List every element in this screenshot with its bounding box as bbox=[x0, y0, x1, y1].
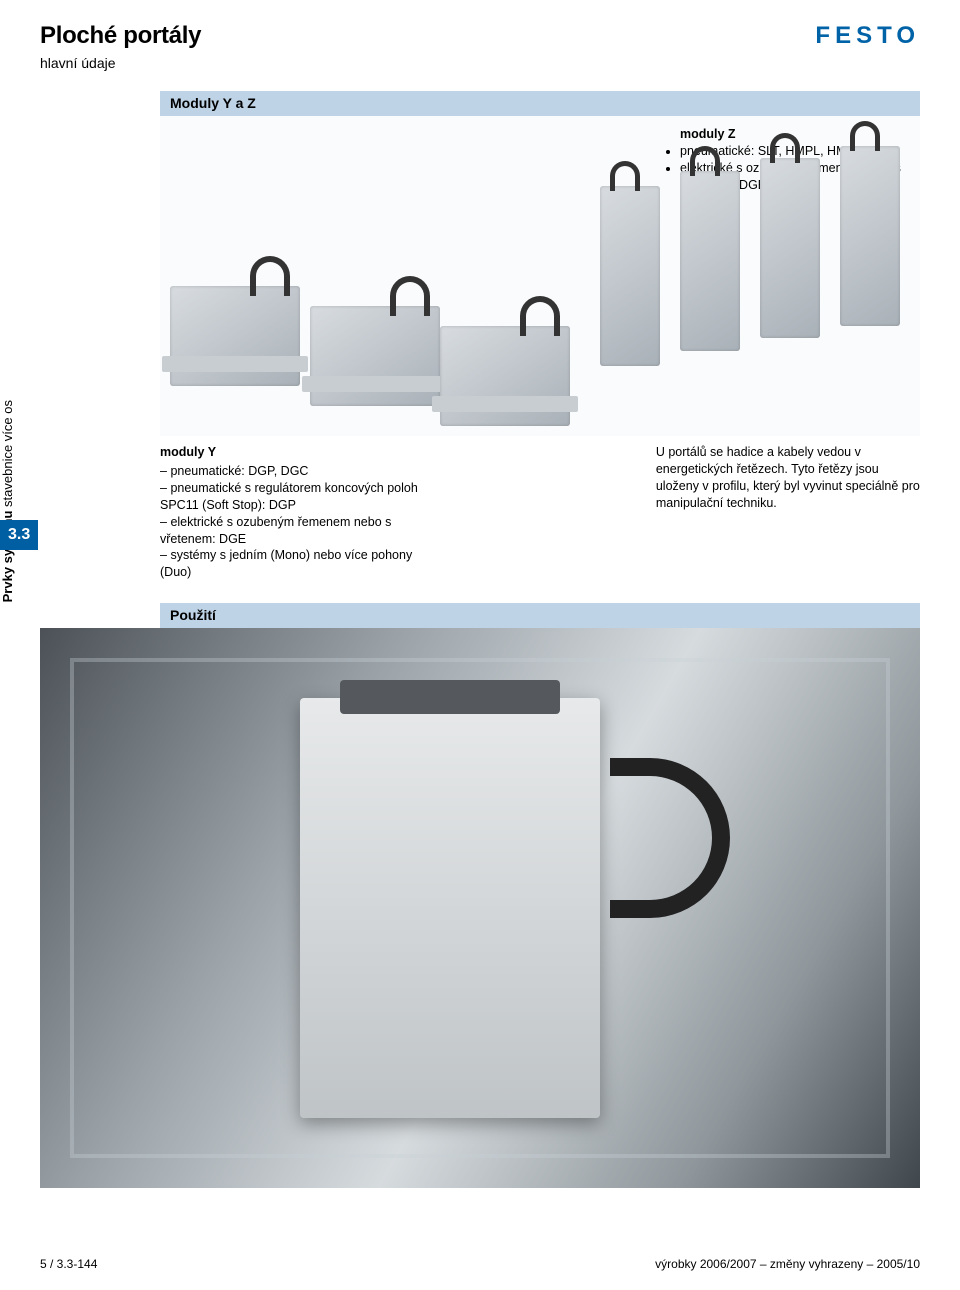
figure-modules: moduly Z pneumatické: SLT, HMPL, HMP ele… bbox=[160, 116, 920, 436]
module-thumb bbox=[600, 186, 660, 366]
module-thumb bbox=[680, 171, 740, 351]
brand-logo: FESTO bbox=[815, 20, 920, 52]
y-item: elektrické s ozubeným řemenem nebo s vře… bbox=[160, 514, 424, 548]
y-item: pneumatické s regulátorem koncových polo… bbox=[160, 480, 424, 514]
note-text: U portálů se hadice a kabely vedou v ene… bbox=[656, 444, 920, 512]
side-tab: Prvky systému stavebnice více os bbox=[0, 400, 16, 602]
y-item: systémy s jedním (Mono) nebo více pohony… bbox=[160, 547, 424, 581]
page-subtitle: hlavní údaje bbox=[40, 54, 201, 73]
page-title: Ploché portály bbox=[40, 20, 201, 52]
columns-modules: moduly Y pneumatické: DGP, DGC pneumatic… bbox=[160, 444, 920, 581]
column-note: U portálů se hadice a kabely vedou v ene… bbox=[656, 444, 920, 581]
y-item: pneumatické: DGP, DGC bbox=[160, 463, 424, 480]
section-bar-application: Použití bbox=[160, 603, 920, 628]
side-tab-number: 3.3 bbox=[0, 520, 38, 550]
heading-module-y: moduly Y bbox=[160, 444, 424, 461]
footer-right: výrobky 2006/2007 – změny vyhrazeny – 20… bbox=[655, 1256, 920, 1272]
module-thumb bbox=[440, 326, 570, 426]
page-footer: 5 / 3.3-144 výrobky 2006/2007 – změny vy… bbox=[40, 1256, 920, 1272]
module-thumb bbox=[760, 158, 820, 338]
module-thumb bbox=[170, 286, 300, 386]
module-thumb bbox=[310, 306, 440, 406]
module-thumb bbox=[840, 146, 900, 326]
footer-left: 5 / 3.3-144 bbox=[40, 1256, 97, 1272]
column-module-y: moduly Y pneumatické: DGP, DGC pneumatic… bbox=[160, 444, 424, 581]
application-photo bbox=[40, 628, 920, 1188]
side-tab-line2: stavebnice více os bbox=[0, 400, 15, 507]
section-bar-modules: Moduly Y a Z bbox=[160, 91, 920, 116]
column-spacer bbox=[454, 444, 626, 581]
